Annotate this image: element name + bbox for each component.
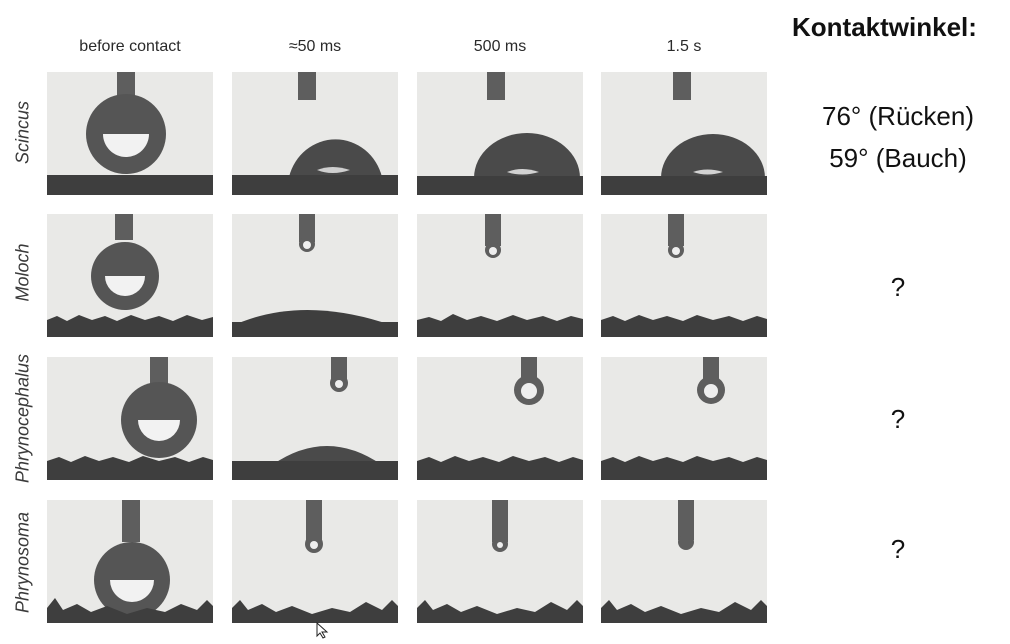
column-header-50ms: ≈50 ms — [288, 38, 342, 55]
panel-moloch-1-5s — [601, 214, 767, 337]
panel-phrynosoma-50ms — [232, 500, 398, 623]
column-header-500ms: 500 ms — [473, 38, 527, 55]
row-label-scincus: Scincus — [12, 100, 33, 165]
contact-angle-phrynosoma: ? — [890, 534, 906, 564]
panel-moloch-before-contact — [47, 214, 213, 337]
column-header-1-5s: 1.5 s — [666, 38, 702, 55]
panel-phrynocephalus-before-contact — [47, 357, 213, 480]
panel-moloch-500ms — [417, 214, 583, 337]
panel-scincus-50ms — [232, 72, 398, 195]
column-header-before-contact: before contact — [79, 38, 181, 55]
panel-phrynocephalus-1-5s — [601, 357, 767, 480]
panel-scincus-500ms — [417, 72, 583, 195]
panel-phrynosoma-500ms — [417, 500, 583, 623]
panel-phrynosoma-1-5s — [601, 500, 767, 623]
contact-angle-phrynocephalus: ? — [890, 404, 906, 434]
row-label-phrynosoma: Phrynosoma — [12, 511, 33, 614]
panel-scincus-before-contact — [47, 72, 213, 195]
panel-scincus-1-5s — [601, 72, 767, 195]
panel-moloch-50ms — [232, 214, 398, 337]
contact-angle-scincus-back: 76° (Rücken) — [821, 101, 974, 131]
row-label-phrynocephalus: Phrynocephalus — [12, 353, 33, 484]
panel-phrynocephalus-500ms — [417, 357, 583, 480]
row-label-moloch: Moloch — [12, 243, 33, 302]
panel-phrynocephalus-50ms — [232, 357, 398, 480]
mouse-cursor-icon — [316, 621, 330, 644]
contact-angle-title: Kontaktwinkel: — [792, 12, 977, 42]
contact-angle-scincus-belly: 59° (Bauch) — [829, 143, 967, 173]
panel-phrynosoma-before-contact — [47, 500, 213, 623]
contact-angle-moloch: ? — [890, 272, 906, 302]
